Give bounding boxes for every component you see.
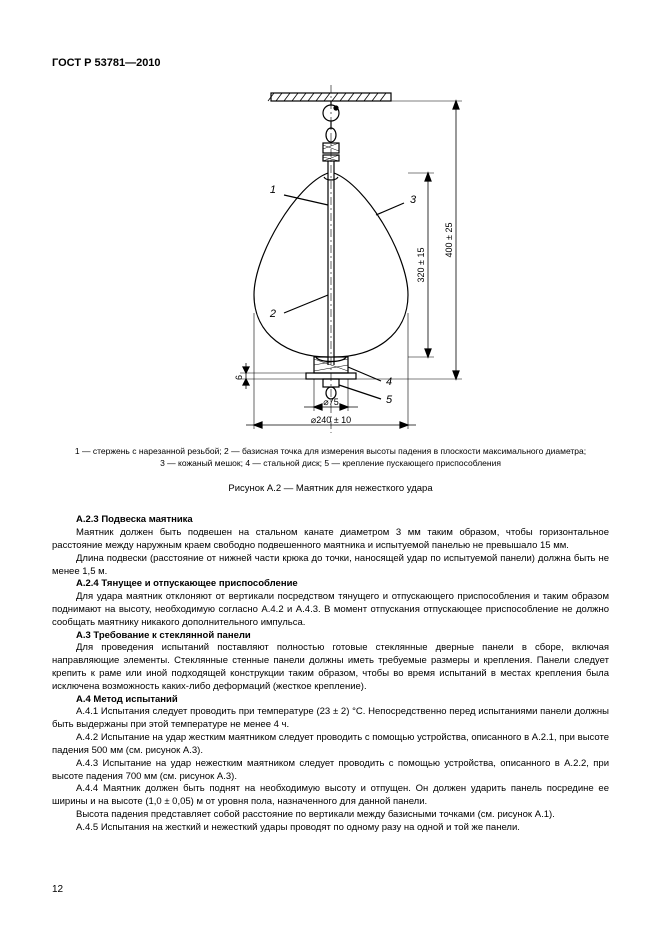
legend-line-2: 3 — кожаный мешок; 4 — стальной диск; 5 … bbox=[160, 458, 501, 468]
callout-5: 5 bbox=[386, 394, 393, 406]
legend-line-1: 1 — стержень с нарезанной резьбой; 2 — б… bbox=[75, 446, 586, 456]
page: ГОСТ Р 53781—2010 bbox=[0, 0, 661, 936]
para-a44b: Высота падения представляет собой рассто… bbox=[52, 809, 609, 822]
callout-4: 4 bbox=[386, 376, 392, 388]
dim-d240: ⌀240 ± 10 bbox=[310, 415, 350, 425]
dim-small-h: 6 bbox=[234, 375, 244, 380]
heading-a3: А.3 Требование к стеклянной панели bbox=[52, 630, 609, 643]
figure-caption: Рисунок А.2 — Маятник для нежесткого уда… bbox=[52, 483, 609, 496]
para-a3-1: Для проведения испытаний поставляют полн… bbox=[52, 642, 609, 693]
para-a41: А.4.1 Испытания следует проводить при те… bbox=[52, 706, 609, 732]
callout-2: 2 bbox=[268, 308, 275, 320]
figure-container: 1 2 3 4 5 320 ± 15 400 ± 25 6 ⌀75 ⌀240 ±… bbox=[52, 85, 609, 440]
para-a43: А.4.3 Испытание на удар нежестким маятни… bbox=[52, 758, 609, 784]
dim-v-outer: 400 ± 25 bbox=[444, 222, 454, 257]
pendulum-figure: 1 2 3 4 5 320 ± 15 400 ± 25 6 ⌀75 ⌀240 ±… bbox=[176, 85, 486, 435]
heading-a24: А.2.4 Тянущее и отпускающее приспособлен… bbox=[52, 578, 609, 591]
para-a45: А.4.5 Испытания на жесткий и нежесткий у… bbox=[52, 822, 609, 835]
para-a23-2: Длина подвески (расстояние от нижней час… bbox=[52, 553, 609, 579]
para-a24-1: Для удара маятник отклоняют от вертикали… bbox=[52, 591, 609, 629]
callout-1: 1 bbox=[269, 184, 275, 196]
para-a23-1: Маятник должен быть подвешен на стальном… bbox=[52, 527, 609, 553]
dim-d75: ⌀75 bbox=[323, 397, 338, 407]
page-number: 12 bbox=[52, 883, 63, 897]
heading-a23: А.2.3 Подвеска маятника bbox=[52, 514, 609, 527]
heading-a4: А.4 Метод испытаний bbox=[52, 694, 609, 707]
para-a44a: А.4.4 Маятник должен быть поднят на необ… bbox=[52, 783, 609, 809]
doc-header: ГОСТ Р 53781—2010 bbox=[52, 56, 609, 71]
figure-legend: 1 — стержень с нарезанной резьбой; 2 — б… bbox=[52, 446, 609, 470]
para-a42: А.4.2 Испытание на удар жестким маятнико… bbox=[52, 732, 609, 758]
callout-3: 3 bbox=[410, 194, 417, 206]
dim-v-inner: 320 ± 15 bbox=[416, 247, 426, 282]
